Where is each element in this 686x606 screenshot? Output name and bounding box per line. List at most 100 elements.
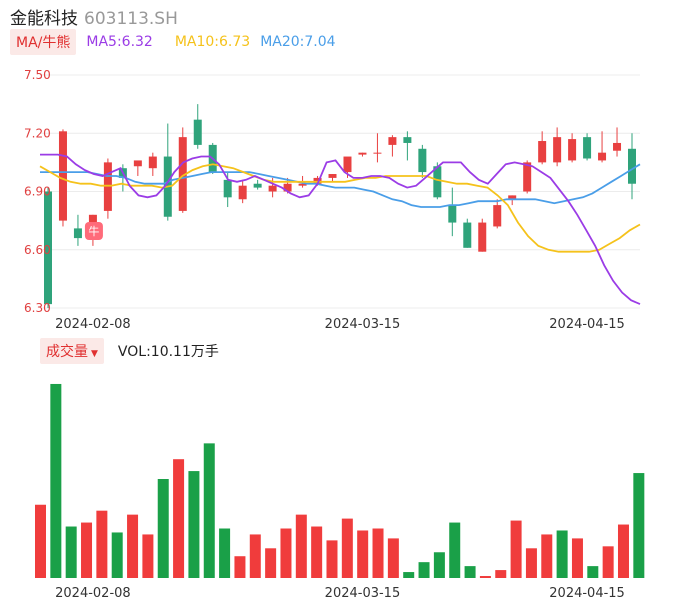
volume-bar	[464, 566, 476, 578]
candle-body	[238, 185, 247, 200]
volume-indicator-tab[interactable]: 成交量 ▼	[40, 338, 104, 364]
volume-legend: 成交量 ▼ VOL:10.11万手	[40, 338, 219, 364]
candle-body	[553, 137, 562, 163]
volume-bar	[372, 528, 384, 578]
candle-body	[88, 214, 97, 227]
dropdown-caret-icon: ▼	[91, 349, 98, 359]
volume-x-tick-label: 2024-04-15	[549, 586, 625, 601]
volume-bar	[280, 528, 292, 578]
stock-code: 603113.SH	[84, 9, 178, 29]
candle-body	[223, 179, 232, 198]
candle-body	[388, 137, 397, 145]
volume-bar	[525, 548, 537, 578]
volume-bar	[142, 534, 154, 578]
volume-bar	[541, 534, 553, 578]
x-tick-label: 2024-03-15	[325, 317, 401, 332]
volume-bar	[295, 514, 307, 578]
candle-body	[178, 137, 187, 211]
bull-icon-glyph: 牛	[88, 224, 99, 238]
ma5-label: MA5:6.32	[86, 34, 153, 50]
volume-bar	[418, 562, 430, 578]
volume-bar	[449, 522, 461, 578]
volume-tab-label: 成交量	[46, 344, 88, 360]
candle-body	[568, 139, 577, 161]
ma20-label: MA20:7.04	[260, 34, 336, 50]
ma-legend: MA/牛熊 MA5:6.32 MA10:6.73 MA20:7.04	[10, 29, 336, 55]
candle-body	[478, 222, 487, 252]
volume-bar	[157, 479, 169, 578]
candle-body	[193, 119, 202, 145]
y-tick-label: 6.30	[24, 301, 51, 315]
volume-bar	[510, 520, 522, 578]
bull-icon	[84, 222, 103, 240]
x-tick-label: 2024-04-15	[549, 317, 625, 332]
volume-bar	[403, 572, 415, 578]
volume-bar	[188, 471, 200, 578]
volume-bar	[111, 532, 123, 578]
volume-bar	[81, 522, 93, 578]
volume-bar	[633, 473, 645, 578]
candle-body	[538, 141, 547, 163]
volume-bar	[495, 570, 507, 578]
candle-body	[313, 177, 322, 184]
ma-indicator-tab[interactable]: MA/牛熊	[10, 29, 77, 55]
candle-body	[523, 162, 532, 192]
ma5-line	[40, 153, 641, 305]
candle-body	[493, 205, 502, 227]
candle-body	[433, 166, 442, 198]
candle-body	[283, 183, 292, 192]
volume-value: VOL:10.11万手	[117, 344, 219, 360]
candle-body	[418, 148, 427, 173]
candle-body	[44, 191, 52, 305]
candle-body	[58, 131, 67, 221]
volume-bar	[387, 538, 399, 578]
volume-bar	[617, 524, 629, 578]
volume-bar	[35, 504, 46, 578]
candle-body	[298, 183, 307, 186]
candle-body	[448, 205, 457, 223]
candle-body	[613, 142, 622, 151]
volume-bar	[234, 556, 246, 578]
y-tick-label: 7.20	[24, 126, 51, 140]
stock-title: 金能科技 603113.SH	[10, 4, 178, 29]
candle-body	[628, 148, 636, 184]
candle-body	[463, 222, 472, 248]
x-tick-label: 2024-02-08	[55, 317, 131, 332]
volume-bar	[50, 383, 62, 578]
candle-body	[598, 152, 607, 161]
stock-name: 金能科技	[10, 9, 78, 29]
candle-body	[253, 183, 262, 188]
y-tick-label: 6.90	[24, 185, 51, 199]
candle-body	[508, 195, 517, 200]
volume-bar	[357, 530, 369, 578]
volume-bar	[326, 540, 338, 578]
volume-bar	[249, 534, 261, 578]
volume-bar	[571, 538, 583, 578]
candle-body	[358, 152, 367, 155]
candle-body	[403, 137, 412, 143]
volume-bar	[587, 566, 599, 578]
volume-bar	[556, 530, 568, 578]
volume-bar	[265, 548, 277, 578]
candle-body	[148, 156, 157, 169]
candle-body	[343, 156, 352, 173]
volume-bar	[341, 518, 353, 578]
volume-bar	[479, 576, 491, 578]
volume-bar	[173, 459, 185, 578]
volume-bar	[602, 546, 614, 578]
volume-bar	[127, 514, 139, 578]
y-tick-label: 6.60	[24, 243, 51, 257]
candle-body	[328, 174, 337, 178]
candle-body	[103, 162, 112, 211]
ma10-label: MA10:6.73	[174, 34, 251, 50]
volume-bar	[96, 510, 108, 578]
candle-body	[133, 160, 142, 167]
ma10-line	[39, 163, 641, 253]
candle-body	[583, 137, 592, 159]
candle-body	[73, 228, 82, 239]
candle-body	[373, 152, 382, 154]
volume-x-tick-label: 2024-02-08	[55, 586, 131, 601]
volume-bar	[65, 526, 77, 578]
y-tick-label: 7.50	[24, 68, 51, 82]
